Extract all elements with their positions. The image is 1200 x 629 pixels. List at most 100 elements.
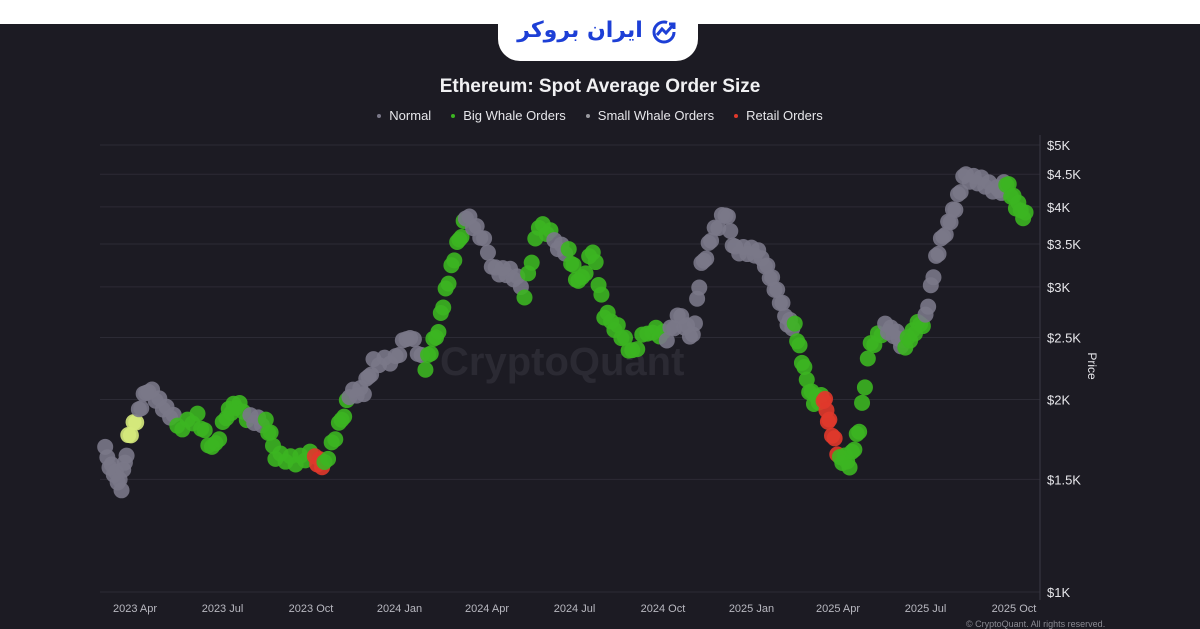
x-tick-label: 2025 Apr xyxy=(816,603,860,615)
data-point-small xyxy=(128,414,145,431)
legend-dot xyxy=(734,113,739,118)
x-tick-label: 2023 Apr xyxy=(113,603,157,615)
data-point-big xyxy=(587,254,604,271)
data-point-normal xyxy=(769,281,786,298)
data-point-small xyxy=(122,427,139,444)
trend-chart-icon xyxy=(652,20,676,43)
data-point-big xyxy=(854,394,871,411)
data-point-big xyxy=(516,289,533,306)
data-point-normal xyxy=(133,400,150,417)
data-point-big xyxy=(523,254,540,271)
chart-title: Ethereum: Spot Average Order Size xyxy=(439,76,761,97)
data-point-big xyxy=(560,241,577,258)
data-point-normal xyxy=(113,482,130,499)
x-tick-label: 2024 Oct xyxy=(641,603,686,615)
data-point-normal xyxy=(952,184,969,201)
x-tick-label: 2024 Apr xyxy=(465,603,509,615)
data-point-big xyxy=(846,441,863,458)
data-point-big xyxy=(257,411,274,428)
data-point-normal xyxy=(405,331,422,348)
legend-label: Retail Orders xyxy=(746,108,823,123)
data-point-normal xyxy=(686,315,703,332)
y-tick-label: $5K xyxy=(1047,138,1070,153)
data-point-big xyxy=(786,315,803,332)
data-point-big xyxy=(616,329,633,346)
data-point-big xyxy=(577,265,594,282)
legend-dot xyxy=(585,113,590,118)
y-tick-label: $3K xyxy=(1047,280,1070,295)
data-point-big xyxy=(796,358,813,375)
data-point-normal xyxy=(942,214,959,231)
data-point-big xyxy=(336,408,353,425)
data-point-big xyxy=(1017,204,1034,221)
x-tick-label: 2024 Jul xyxy=(554,603,596,615)
data-point-normal xyxy=(476,230,493,247)
x-tick-label: 2025 Jul xyxy=(905,603,947,615)
data-point-normal xyxy=(698,250,715,267)
data-point-normal xyxy=(920,298,937,315)
data-point-big xyxy=(565,256,582,273)
data-point-big xyxy=(262,424,279,441)
data-point-big xyxy=(196,422,213,439)
legend-retail[interactable]: Retail Orders xyxy=(734,108,823,123)
y-tick-label: $4K xyxy=(1047,200,1070,215)
data-point-normal xyxy=(355,386,372,403)
legend-normal[interactable]: Normal xyxy=(377,108,431,123)
y-tick-label: $1K xyxy=(1047,585,1070,600)
data-point-normal xyxy=(479,244,496,261)
data-point-normal xyxy=(719,208,736,225)
data-point-big xyxy=(859,350,876,367)
data-point-normal xyxy=(710,220,727,237)
y-tick-label: $3.5K xyxy=(1047,237,1081,252)
data-point-big xyxy=(440,275,457,292)
data-point-normal xyxy=(930,245,947,262)
data-point-retail xyxy=(821,411,838,428)
data-point-big xyxy=(856,379,873,396)
data-point-big xyxy=(453,228,470,245)
x-tick-label: 2023 Jul xyxy=(202,603,244,615)
data-point-normal xyxy=(774,294,791,311)
legend-label: Small Whale Orders xyxy=(597,108,715,123)
data-point-big xyxy=(320,450,337,467)
x-tick-label: 2024 Jan xyxy=(377,603,422,615)
data-point-normal xyxy=(703,232,720,249)
legend-big-whale[interactable]: Big Whale Orders xyxy=(451,108,566,123)
legend-small-whale[interactable]: Small Whale Orders xyxy=(585,108,715,123)
data-point-big xyxy=(435,299,452,316)
data-point-big xyxy=(851,423,868,440)
logo-text: ایران بروکر xyxy=(517,18,643,43)
y-tick-label: $2.5K xyxy=(1047,330,1081,345)
data-point-big xyxy=(422,345,439,362)
data-point-big xyxy=(417,361,434,378)
data-point-normal xyxy=(658,332,675,349)
data-point-big xyxy=(327,431,344,448)
legend-label: Big Whale Orders xyxy=(463,108,566,123)
data-point-normal xyxy=(764,269,781,286)
data-point-big xyxy=(593,286,610,303)
y-axis-label: Price xyxy=(1085,352,1099,380)
data-point-normal xyxy=(722,222,739,239)
legend-dot xyxy=(377,113,382,118)
data-point-normal xyxy=(391,346,408,363)
data-point-big xyxy=(791,337,808,354)
data-point-big xyxy=(629,341,646,358)
data-point-normal xyxy=(937,226,954,243)
x-tick-label: 2023 Oct xyxy=(289,603,334,615)
legend-dot xyxy=(451,113,456,118)
data-point-big xyxy=(446,252,463,269)
y-tick-label: $1.5K xyxy=(1047,472,1081,487)
x-tick-label: 2025 Jan xyxy=(729,603,774,615)
copyright: © CryptoQuant. All rights reserved. xyxy=(966,619,1106,629)
data-point-normal xyxy=(947,201,964,218)
legend-label: Normal xyxy=(389,108,432,123)
y-tick-label: $4.5K xyxy=(1047,167,1081,182)
data-point-normal xyxy=(691,279,708,296)
y-tick-label: $2K xyxy=(1047,392,1070,407)
data-point-retail xyxy=(826,430,843,447)
data-point-big xyxy=(841,459,858,476)
x-tick-label: 2025 Oct xyxy=(992,603,1037,615)
data-point-big xyxy=(430,323,447,340)
data-point-big xyxy=(189,405,206,422)
brand-logo: ایران بروکر xyxy=(498,0,698,61)
